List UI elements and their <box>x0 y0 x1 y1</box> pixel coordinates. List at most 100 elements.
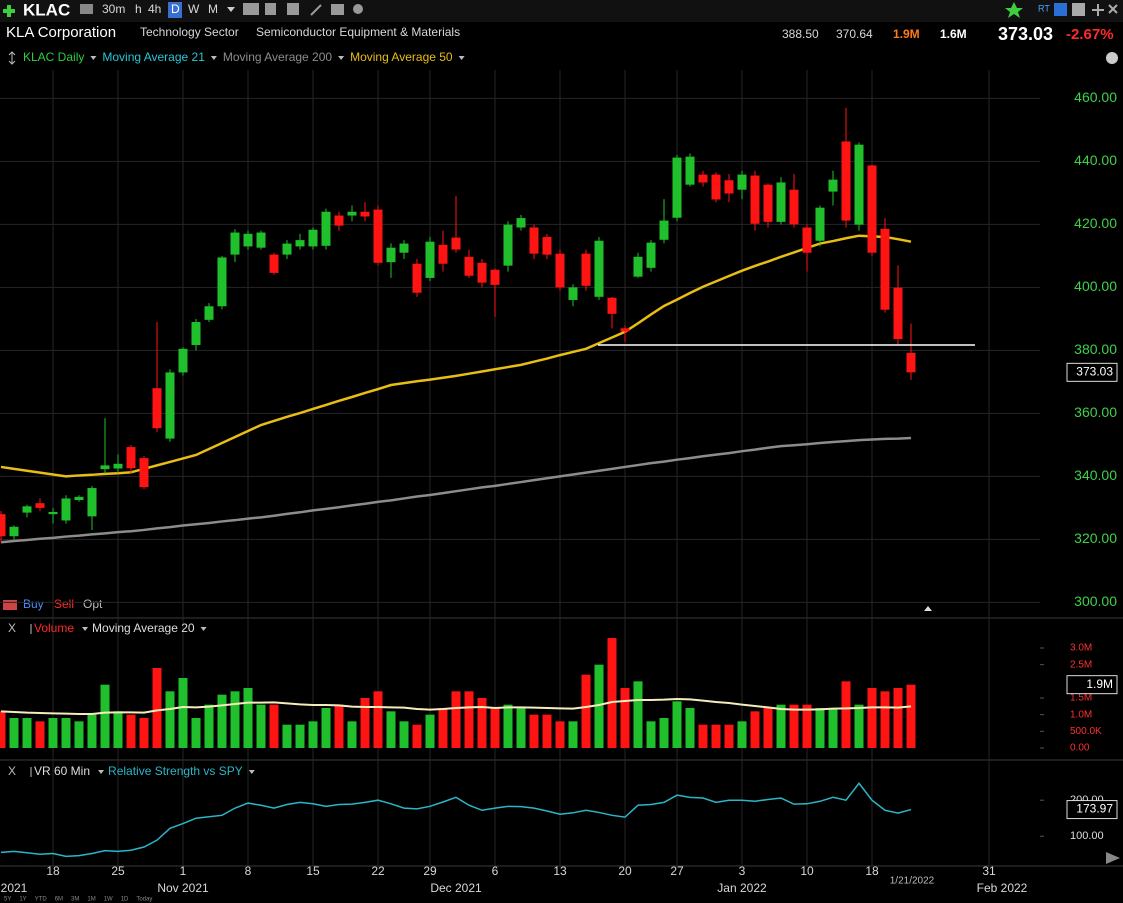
tool-icon[interactable] <box>265 3 276 15</box>
range-button[interactable]: 6M <box>55 897 63 903</box>
panel-title[interactable]: Volume <box>34 621 74 635</box>
legend-entry[interactable]: Relative Strength vs SPY <box>108 764 243 778</box>
tool-icon[interactable] <box>287 3 299 15</box>
reorder-icon[interactable] <box>8 51 16 65</box>
candle-body <box>100 465 110 470</box>
range-buttons: 5Y 1Y YTD 6M 3M 1M 1W 1D Today <box>4 897 152 903</box>
legend-entry[interactable]: Moving Average 20 <box>92 621 195 635</box>
legend-entry[interactable]: Moving Average 50 <box>350 50 453 64</box>
favorite-icon[interactable] <box>1005 2 1023 18</box>
candle-body <box>620 328 630 332</box>
candle-body <box>737 174 747 190</box>
volume-bar <box>386 711 396 748</box>
settings-icon[interactable] <box>1106 52 1118 64</box>
volume-bar <box>555 721 565 748</box>
interval[interactable]: 30m <box>102 2 125 16</box>
interval[interactable]: D <box>171 2 180 16</box>
draw-icon[interactable] <box>310 4 322 16</box>
y-tick-label: 1.5M <box>1070 693 1092 704</box>
interval[interactable]: 4h <box>148 2 161 16</box>
volume-bar <box>243 688 253 748</box>
candle-body <box>828 179 838 192</box>
volume-bar <box>763 708 773 748</box>
range-button[interactable]: 3M <box>71 897 79 903</box>
interval[interactable]: W <box>188 2 200 16</box>
interval[interactable]: h <box>135 2 142 16</box>
candle-body <box>217 257 227 307</box>
add-icon[interactable] <box>3 5 15 17</box>
candle-body <box>295 240 305 247</box>
close-panel[interactable]: X <box>8 621 16 635</box>
share-icon[interactable] <box>353 4 363 14</box>
candle-body <box>906 352 916 373</box>
volume-bar <box>750 711 760 748</box>
candle-body <box>269 254 279 273</box>
range-button[interactable]: 1W <box>104 897 113 903</box>
symbol[interactable]: KLAC <box>23 0 70 19</box>
legend-arrow[interactable] <box>98 770 105 774</box>
volume-bar <box>35 721 45 748</box>
x-month-label: Jan 2022 <box>717 881 767 895</box>
rt-badge[interactable]: RT <box>1038 3 1050 13</box>
candle-body <box>230 232 240 255</box>
legend-entry[interactable]: KLAC Daily <box>23 50 84 64</box>
candle-body <box>815 207 825 241</box>
legend-arrow[interactable] <box>82 627 89 631</box>
legend-entry[interactable]: Moving Average 200 <box>223 50 333 64</box>
y-tick-label: 500.0K <box>1070 726 1102 737</box>
candle-body <box>880 228 890 310</box>
volume-bar <box>113 711 123 748</box>
sector[interactable]: Technology Sector <box>140 25 239 39</box>
interval[interactable]: M <box>208 2 218 16</box>
x-tick-label: 25 <box>111 864 125 878</box>
y-tick-label: 320.00 <box>1074 530 1117 546</box>
s-icon[interactable] <box>1054 3 1067 16</box>
range-button[interactable]: YTD <box>35 897 48 903</box>
industry[interactable]: Semiconductor Equipment & Materials <box>256 25 460 39</box>
range-button[interactable]: 5Y <box>4 897 11 903</box>
candle-body <box>685 156 695 185</box>
legend-arrow[interactable] <box>90 56 97 60</box>
close-panel[interactable]: X <box>8 764 16 778</box>
volume-bar <box>477 698 487 748</box>
range-button[interactable]: 1M <box>87 897 95 903</box>
range-button[interactable]: 1D <box>121 897 129 903</box>
legend-arrow[interactable] <box>210 56 217 60</box>
volume-bar <box>178 678 188 748</box>
speaker-icon[interactable] <box>80 4 93 14</box>
tool-icon[interactable] <box>331 4 344 15</box>
legend-arrow[interactable] <box>248 770 255 774</box>
scroll-right[interactable] <box>1106 852 1120 864</box>
scroll-marker[interactable] <box>924 606 932 611</box>
x-month-label: Feb 2022 <box>977 881 1028 895</box>
candle-body <box>607 297 617 314</box>
volume-bar <box>529 714 539 748</box>
candle-body <box>243 233 253 247</box>
legend-arrow[interactable] <box>338 56 345 60</box>
window-controls[interactable] <box>1092 4 1118 16</box>
panel-title[interactable]: VR 60 Min <box>34 764 90 778</box>
sell-button[interactable]: Sell <box>54 597 74 611</box>
candle-body <box>386 247 396 263</box>
candle-body <box>841 141 851 221</box>
last-value-label: 1.9M <box>1086 677 1113 691</box>
interval-active-bg <box>168 2 182 18</box>
tool-icon[interactable] <box>243 3 259 15</box>
range-button[interactable]: 1Y <box>19 897 26 903</box>
candle-body <box>113 463 123 469</box>
day-low: 370.64 <box>836 27 873 41</box>
trade-icon[interactable] <box>3 600 17 610</box>
options-button[interactable]: Opt <box>83 597 103 611</box>
dropdown-arrow[interactable] <box>227 7 235 12</box>
buy-button[interactable]: Buy <box>23 597 44 611</box>
y-tick-label: 2.5M <box>1070 659 1092 670</box>
legend-entry[interactable]: Moving Average 21 <box>102 50 205 64</box>
volume-bar <box>22 718 32 748</box>
window-icon[interactable] <box>1072 3 1085 16</box>
price-change: -2.67% <box>1066 26 1114 43</box>
last-value-box <box>1066 362 1118 382</box>
range-button[interactable]: Today <box>136 897 152 903</box>
volume-bar <box>230 691 240 748</box>
legend-arrow[interactable] <box>458 56 465 60</box>
legend-arrow[interactable] <box>200 627 207 631</box>
